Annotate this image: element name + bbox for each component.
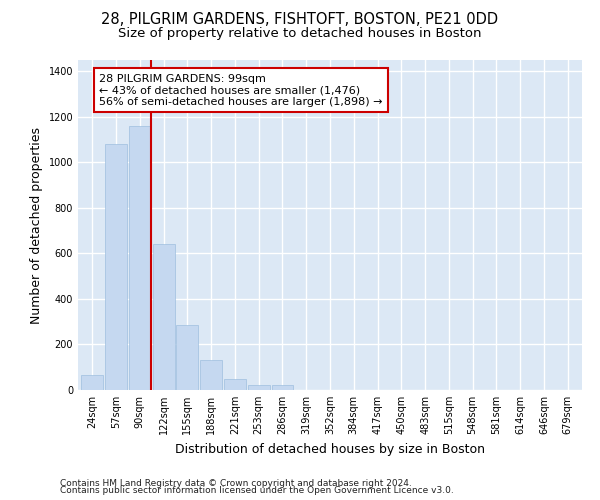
Bar [248,386,269,390]
Text: Size of property relative to detached houses in Boston: Size of property relative to detached ho… [118,28,482,40]
Bar [152,244,175,390]
Text: 28, PILGRIM GARDENS, FISHTOFT, BOSTON, PE21 0DD: 28, PILGRIM GARDENS, FISHTOFT, BOSTON, P… [101,12,499,28]
Bar [200,360,222,390]
X-axis label: Distribution of detached houses by size in Boston: Distribution of detached houses by size … [175,442,485,456]
Text: 28 PILGRIM GARDENS: 99sqm
← 43% of detached houses are smaller (1,476)
56% of se: 28 PILGRIM GARDENS: 99sqm ← 43% of detac… [100,74,383,107]
Y-axis label: Number of detached properties: Number of detached properties [30,126,43,324]
Bar [272,386,293,390]
Bar [129,126,151,390]
Bar [82,375,103,390]
Text: Contains HM Land Registry data © Crown copyright and database right 2024.: Contains HM Land Registry data © Crown c… [60,478,412,488]
Bar [176,325,198,390]
Bar [224,380,246,390]
Text: Contains public sector information licensed under the Open Government Licence v3: Contains public sector information licen… [60,486,454,495]
Bar [105,144,127,390]
